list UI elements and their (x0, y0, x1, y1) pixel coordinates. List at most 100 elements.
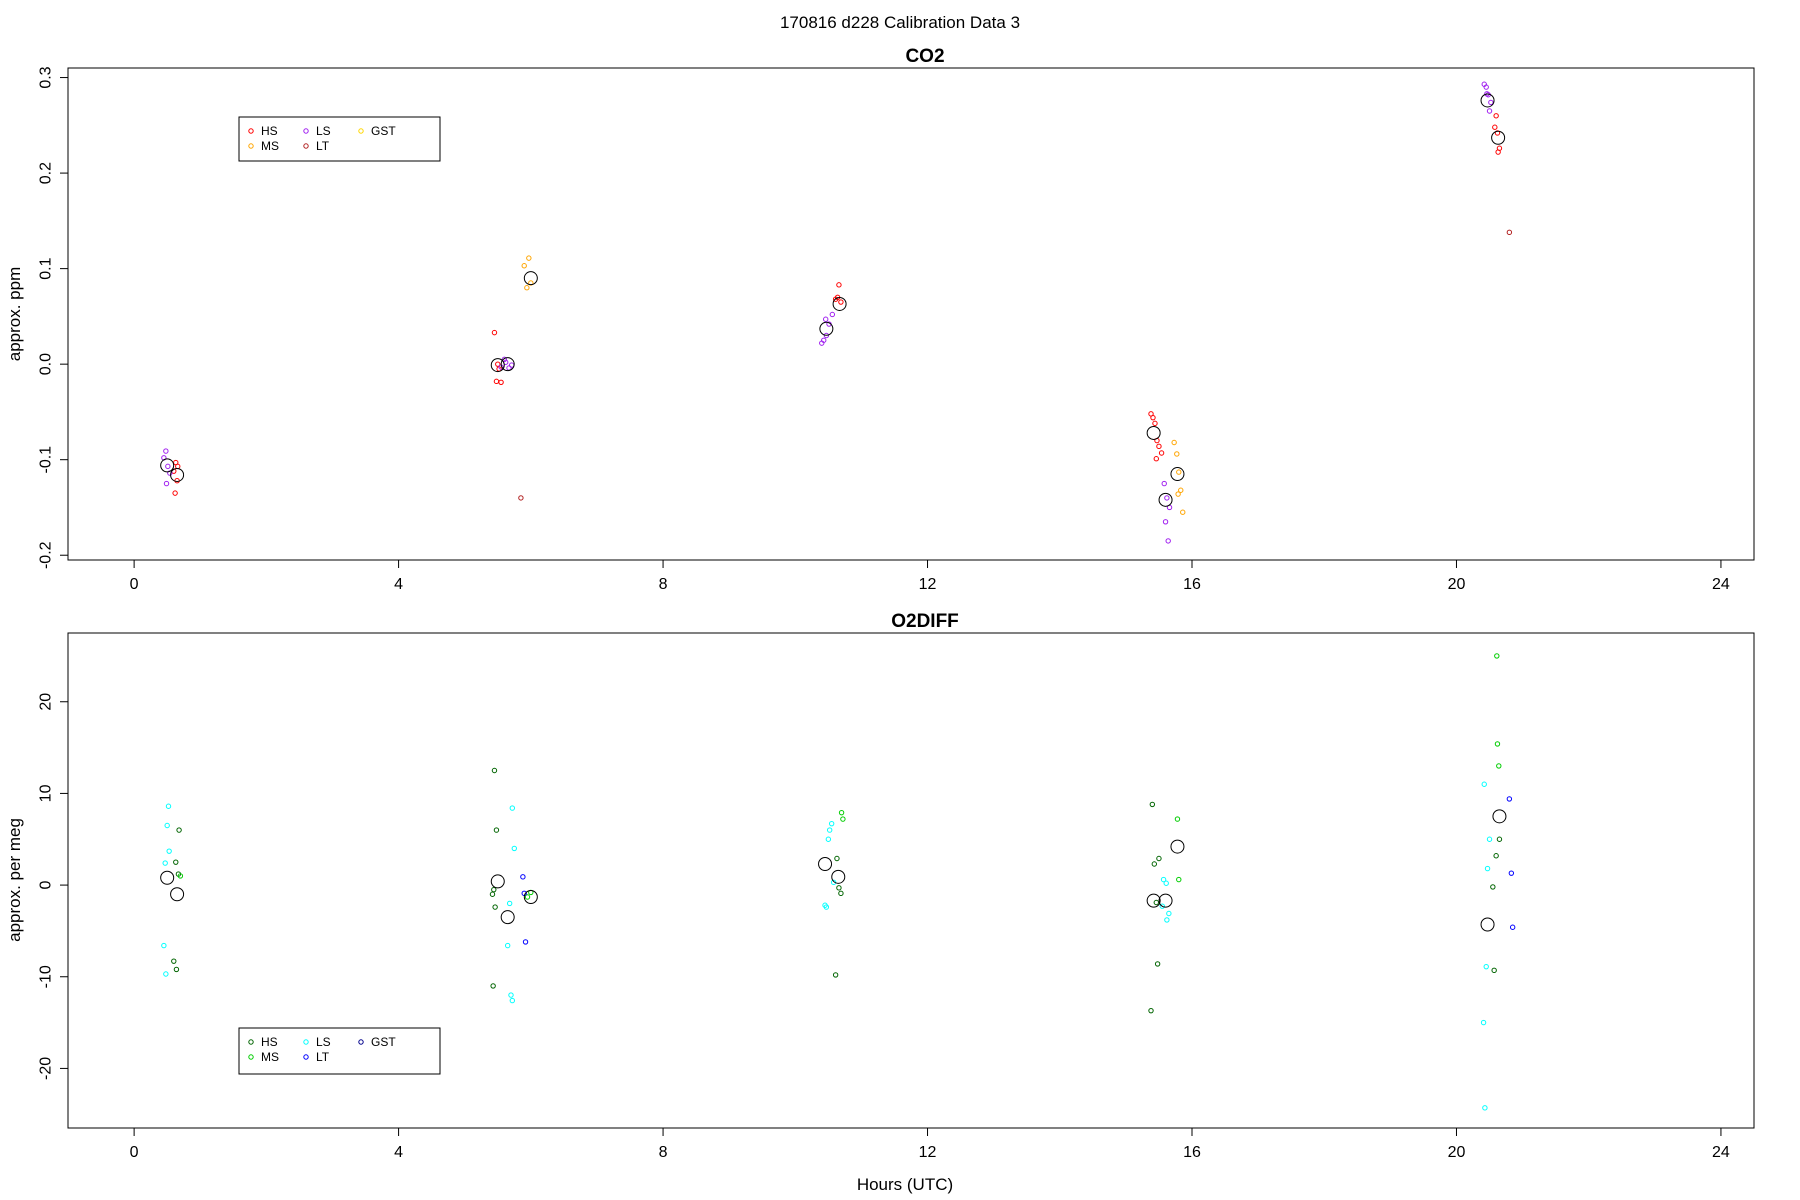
o2diff-point-hs (1153, 899, 1159, 906)
co2-point-lt (1506, 229, 1513, 236)
o2diff-legend-label-gst: GST (371, 1035, 396, 1049)
o2diff-legend-marker-ls (303, 1039, 309, 1045)
co2-point-hs (495, 361, 501, 367)
o2diff-mean-marker (1480, 917, 1495, 932)
o2diff-point-hs (492, 904, 498, 910)
o2diff-point-lt (522, 939, 529, 945)
o2diff-point-hs (490, 983, 496, 989)
co2-mean-marker (1146, 425, 1161, 440)
o2diff-point-ls (163, 971, 169, 977)
o2diff-x-tick-label: 24 (1712, 1144, 1730, 1161)
co2-y-tick-label: 0.1 (38, 257, 55, 279)
o2diff-point-hs (832, 972, 839, 978)
co2-y-tick-label: 0.3 (38, 66, 55, 88)
o2diff-mean-marker (523, 890, 538, 904)
o2diff-point-ms (838, 809, 845, 816)
o2diff-point-hs (1496, 836, 1503, 842)
co2-point-ls (829, 311, 836, 318)
co2-mean-marker (1158, 492, 1173, 507)
o2diff-y-tick-label: 20 (38, 693, 55, 711)
o2diff-point-ls (511, 845, 517, 852)
o2diff-point-ls (825, 836, 832, 842)
co2-legend-label-ms: MS (261, 139, 279, 153)
o2diff-point-ms (524, 894, 531, 900)
o2diff-point-hs (1156, 855, 1162, 862)
co2-point-hs (1152, 420, 1158, 427)
co2-point-hs (498, 379, 504, 386)
co2-panel-title: CO2 (905, 46, 944, 67)
co2-legend-label-ls: LS (316, 124, 331, 138)
o2diff-mean-marker (1170, 839, 1185, 854)
o2diff-panel-title: O2DIFF (891, 611, 959, 632)
co2-point-hs (175, 463, 181, 470)
o2diff-point-ls (161, 942, 167, 949)
o2diff-point-ms (177, 873, 184, 879)
co2-legend-label-lt: LT (316, 139, 330, 153)
co2-point-hs (1495, 149, 1501, 155)
o2diff-point-ls (828, 820, 835, 827)
co2-point-ls (1162, 519, 1169, 525)
o2diff-point-ls (1480, 1019, 1487, 1026)
co2-x-axis: 0 4 8 12 16 20 24 (130, 559, 1730, 593)
o2diff-x-tick-label: 8 (659, 1144, 668, 1161)
o2diff-point-lt (1506, 796, 1513, 802)
o2diff-mean-marker (1492, 809, 1507, 824)
o2diff-point-ls (165, 803, 172, 809)
o2diff-point-ls (1163, 880, 1169, 886)
o2diff-point-hs (491, 886, 497, 893)
o2diff-mean-marker (1158, 893, 1173, 908)
o2diff-point-ls (1481, 781, 1487, 787)
co2-point-hs (838, 299, 844, 305)
co2-point-ls (163, 480, 170, 487)
co2-point-ms (1175, 491, 1181, 497)
co2-y-axis-label: approx. ppm (5, 267, 24, 362)
o2diff-point-ls (1159, 903, 1165, 909)
o2diff-point-hs (838, 890, 844, 897)
o2diff-point-ls (1486, 836, 1493, 842)
o2diff-point-ms (1494, 653, 1500, 659)
co2-points (161, 81, 1513, 544)
o2diff-y-axis-label: approx. per meg (5, 818, 24, 942)
o2diff-means (160, 809, 1507, 932)
co2-point-ls (1483, 84, 1489, 90)
co2-point-ls (1488, 99, 1494, 106)
o2diff-y-tick-label: 10 (38, 784, 55, 802)
co2-panel: CO2 0 4 8 12 16 20 24 -0.2 -0.1 0.0 0.1 0.2 0.3 app… (5, 46, 1755, 593)
o2diff-point-ls (166, 848, 172, 854)
o2diff-point-ms (1494, 741, 1501, 747)
o2diff-mean-marker (160, 870, 175, 885)
co2-point-ls (1486, 108, 1493, 114)
co2-point-lt (518, 495, 524, 501)
co2-legend-marker-lt (303, 143, 309, 149)
o2diff-legend-marker-ms (248, 1054, 254, 1060)
co2-point-hs (1493, 113, 1499, 119)
co2-point-ls (1165, 538, 1171, 544)
co2-legend-marker-gst (358, 128, 364, 134)
o2diff-point-ls (1164, 917, 1170, 923)
co2-x-tick-label: 0 (130, 576, 139, 593)
co2-point-hs (172, 490, 178, 496)
co2-point-ls (823, 316, 829, 322)
co2-point-ms (1174, 451, 1180, 457)
co2-point-ms (524, 285, 530, 291)
o2diff-point-ls (506, 900, 513, 907)
co2-legend-marker-ms (248, 143, 254, 149)
co2-x-tick-label: 12 (919, 576, 937, 593)
o2diff-point-ls (823, 904, 830, 910)
co2-y-tick-label: -0.2 (38, 541, 55, 569)
co2-y-tick-label: 0.0 (38, 353, 55, 375)
o2diff-point-lt (1509, 924, 1516, 930)
o2diff-point-ls (826, 827, 833, 833)
co2-point-ms (521, 263, 527, 269)
co2-point-hs (1494, 130, 1501, 136)
o2diff-legend-label-hs: HS (261, 1035, 278, 1049)
o2diff-legend-label-ls: LS (316, 1035, 331, 1049)
co2-point-ms (1171, 439, 1177, 446)
o2diff-point-ls (1160, 876, 1167, 883)
o2diff-point-hs (1148, 1007, 1154, 1014)
co2-mean-marker (523, 271, 538, 286)
o2diff-mean-marker (170, 887, 185, 902)
o2diff-mean-marker (500, 910, 515, 925)
co2-x-tick-label: 4 (394, 576, 403, 593)
co2-point-ms (1180, 509, 1186, 515)
